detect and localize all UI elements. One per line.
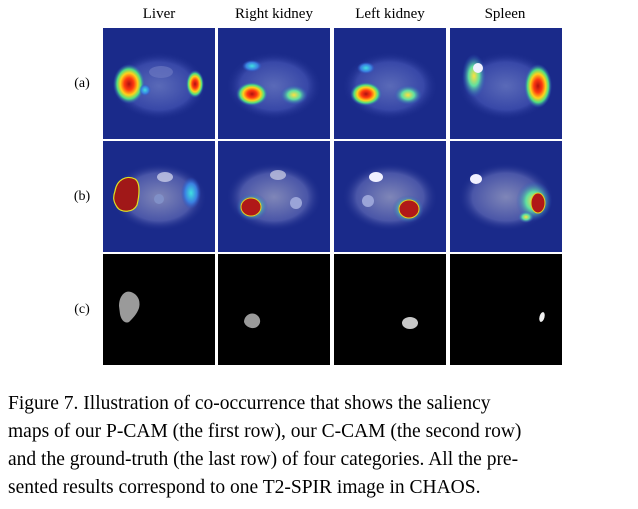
column-header-right-kidney: Right kidney	[235, 6, 313, 22]
row-label-a: (a)	[74, 76, 90, 91]
column-header-left-kidney: Left kidney	[355, 6, 425, 22]
caption-line: Figure 7. Illustration of co-occurrence …	[8, 393, 491, 414]
mask-c-right-kidney	[218, 254, 330, 365]
column-header-liver: Liver	[142, 6, 176, 22]
heatmap-a-right-kidney	[218, 28, 330, 139]
caption-line: sented results correspond to one T2-SPIR…	[8, 477, 481, 498]
heatmap-a-liver	[103, 28, 215, 139]
caption-line: and the ground-truth (the last row) of f…	[8, 449, 519, 470]
mask-c-left-kidney	[334, 254, 446, 365]
heatmap-b-left-kidney	[334, 141, 446, 252]
mask-c-liver	[103, 254, 215, 365]
caption-line: maps of our P-CAM (the first row), our C…	[8, 421, 522, 442]
mask-c-spleen	[450, 254, 562, 365]
heatmap-b-liver	[103, 141, 215, 252]
figure-caption: Figure 7. Illustration of co-occurrence …	[8, 390, 626, 502]
heatmap-a-left-kidney	[334, 28, 446, 139]
row-label-b: (b)	[73, 189, 91, 204]
row-label-c: (c)	[74, 302, 90, 317]
column-header-spleen: Spleen	[484, 6, 526, 22]
heatmap-a-spleen	[450, 28, 562, 139]
heatmap-b-right-kidney	[218, 141, 330, 252]
heatmap-b-spleen	[450, 141, 562, 252]
